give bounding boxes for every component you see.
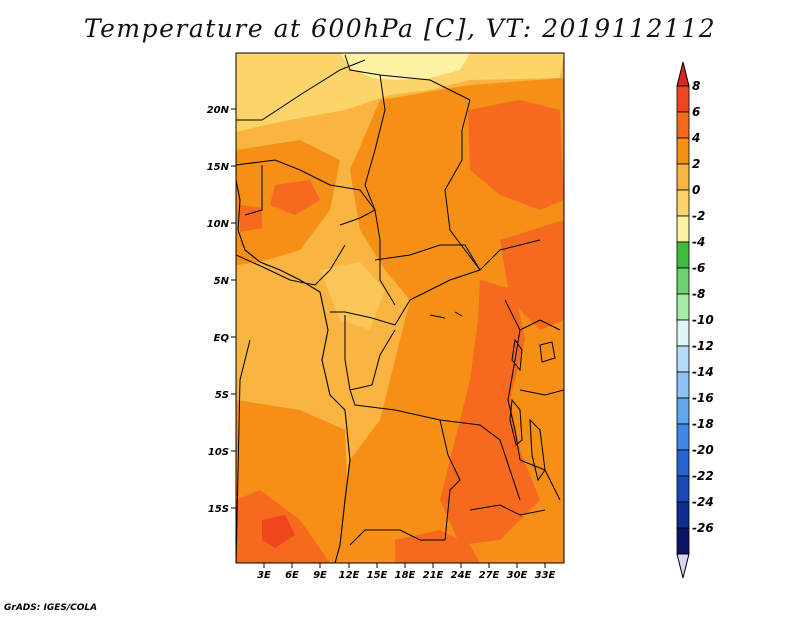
colorbar: 8 6 4 2 0 -2 -4 -6 -8 -10 -12 -14 -16 -18 -20 -22 -24 -26 [676, 61, 714, 579]
colorbar-segment [676, 527, 690, 555]
lat-tick-label: 5N [214, 276, 230, 287]
colorbar-label: -14 [692, 365, 714, 379]
lat-tick-label: 10S [208, 447, 229, 458]
colorbar-label: 2 [692, 157, 700, 171]
lat-tick-label: 10N [207, 219, 230, 230]
colorbar-segment [676, 501, 690, 529]
map-frame [235, 52, 565, 564]
colorbar-bottom-arrow [676, 553, 690, 579]
lon-tick-label: 9E [313, 570, 327, 581]
colorbar-segment [676, 293, 690, 321]
colorbar-segment [676, 449, 690, 477]
colorbar-segment [676, 397, 690, 425]
colorbar-segment [676, 215, 690, 243]
colorbar-label: -4 [692, 235, 705, 249]
colorbar-label: -18 [692, 417, 714, 431]
lon-tick-label: 27E [479, 570, 500, 581]
colorbar-label: 8 [692, 79, 700, 93]
temperature-field [236, 53, 564, 563]
colorbar-label: 4 [691, 131, 700, 145]
country-borders [236, 54, 564, 563]
latitude-axis: 20N 15N 10N 5N EQ 5S 10S 15S [207, 105, 236, 515]
lat-tick-label: 5S [215, 390, 229, 401]
colorbar-label: 6 [692, 105, 700, 119]
colorbar-segment [676, 423, 690, 451]
colorbar-label: -2 [692, 209, 705, 223]
colorbar-label: -22 [692, 469, 714, 483]
colorbar-label: -8 [692, 287, 705, 301]
lon-tick-label: 15E [367, 570, 388, 581]
colorbar-label: -12 [692, 339, 714, 353]
colorbar-segment [676, 111, 690, 139]
lat-tick-label: EQ [214, 333, 230, 344]
lon-tick-label: 33E [535, 570, 556, 581]
chart-title: Temperature at 600hPa [C], VT: 201911211… [83, 14, 717, 43]
colorbar-segment [676, 319, 690, 347]
colorbar-top-arrow [676, 61, 690, 87]
lon-tick-label: 12E [339, 570, 360, 581]
lon-tick-label: 6E [285, 570, 299, 581]
colorbar-segment [676, 85, 690, 113]
lon-tick-label: 24E [451, 570, 472, 581]
grads-credit: GrADS: IGES/COLA [4, 603, 98, 613]
colorbar-segment [676, 137, 690, 165]
colorbar-segment [676, 241, 690, 269]
lat-tick-label: 15S [208, 504, 229, 515]
longitude-axis: 3E 6E 9E 12E 15E 18E 21E 24E 27E 30E 33E [257, 563, 556, 581]
colorbar-segment [676, 345, 690, 373]
colorbar-segment [676, 475, 690, 503]
colorbar-segment [676, 163, 690, 191]
colorbar-label: -6 [692, 261, 705, 275]
lon-tick-label: 21E [423, 570, 444, 581]
colorbar-label: -24 [692, 495, 714, 509]
lat-tick-label: 20N [207, 105, 230, 116]
colorbar-segment [676, 371, 690, 399]
lat-tick-label: 15N [207, 162, 230, 173]
lon-tick-label: 18E [395, 570, 416, 581]
colorbar-label: 0 [692, 183, 700, 197]
colorbar-label: -10 [692, 313, 714, 327]
colorbar-segment [676, 267, 690, 295]
colorbar-label: -16 [692, 391, 714, 405]
colorbar-label: -26 [692, 521, 714, 535]
colorbar-segment [676, 189, 690, 217]
lon-tick-label: 30E [507, 570, 528, 581]
colorbar-label: -20 [692, 443, 714, 457]
lon-tick-label: 3E [257, 570, 271, 581]
